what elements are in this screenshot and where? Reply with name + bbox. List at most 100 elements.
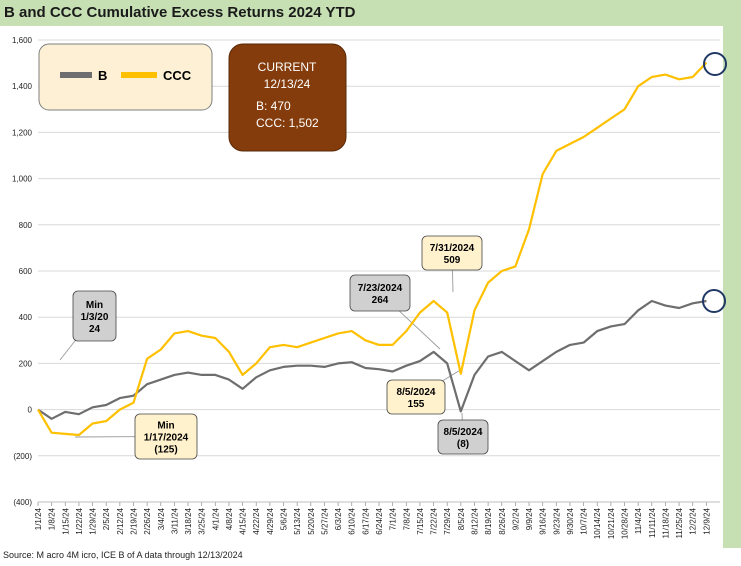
x-tick-label: 8/26/24 (498, 507, 507, 534)
current-b-value: B: 470 (256, 99, 291, 113)
x-tick-label: 2/12/24 (116, 507, 125, 534)
x-tick-label: 3/25/24 (198, 507, 207, 534)
x-tick-label: 11/11/24 (648, 507, 657, 538)
y-axis: (400) (200) 0 200 400 600 800 1,000 1,200 1,400 1,… (12, 36, 33, 507)
annotation-text-b-0723: 7/23/2024 (358, 283, 403, 294)
x-tick-label: 1/15/24 (61, 507, 70, 534)
x-tick-label: 10/21/24 (607, 507, 616, 539)
annotation-text-min-ccc: Min (157, 421, 174, 432)
annotation-text-min-b: Min (86, 300, 103, 311)
x-tick-label: 5/13/24 (293, 507, 302, 534)
series-line-b (37, 299, 707, 420)
annotation-box-min-ccc (134, 413, 198, 460)
x-tick-label: 5/6/24 (280, 507, 289, 530)
current-label: CURRENT (258, 60, 317, 74)
x-tick-label: 4/8/24 (225, 507, 234, 530)
annotation-text-min-b: 24 (89, 324, 101, 335)
y-tick-label: 1,400 (12, 82, 33, 91)
annotation-text-min-b: 1/3/20 (81, 312, 109, 323)
x-tick-label: 4/15/24 (239, 507, 248, 534)
x-tick-label: 12/9/24 (702, 507, 711, 534)
x-tick-label: 4/22/24 (252, 507, 261, 534)
current-box-bg (228, 43, 347, 152)
annotation-text-b-0723: 264 (372, 295, 389, 306)
x-tick-label: 1/29/24 (89, 507, 98, 534)
x-tick-label: 2/5/24 (102, 507, 111, 530)
x-tick-label: 6/17/24 (361, 507, 370, 534)
gridlines (38, 39, 720, 503)
y-tick-label: 0 (28, 406, 33, 415)
annotation-text-min-ccc: 1/17/2024 (144, 433, 189, 444)
ccc-end-circle (703, 52, 727, 76)
x-tick-label: 8/12/24 (470, 507, 479, 534)
current-box: CURRENT 12/13/24 B: 470 CCC: 1,502 (228, 43, 347, 152)
x-tick-label: 8/5/24 (457, 507, 466, 530)
y-tick-label: 800 (19, 221, 33, 230)
x-tick-label: 9/2/24 (511, 507, 520, 530)
y-tick-label: 1,000 (12, 175, 33, 184)
annotation-callouts: Min1/3/2024Min1/17/2024(125)7/23/2024264… (72, 235, 489, 460)
x-tick-label: 9/9/24 (525, 507, 534, 530)
annotation-text-ccc-0731: 509 (444, 255, 461, 266)
x-tick-label: 1/8/24 (48, 507, 57, 530)
x-tick-label: 7/1/24 (389, 507, 398, 530)
title-bar: B and CCC Cumulative Excess Returns 2024… (0, 0, 741, 26)
y-tick-label: (200) (13, 452, 32, 461)
b-end-circle (702, 289, 726, 313)
annotation-box-ccc-0805 (386, 379, 446, 415)
x-tick-label: 7/8/24 (402, 507, 411, 530)
legend-label-ccc: CCC (163, 68, 192, 83)
x-tick-label: 5/20/24 (307, 507, 316, 534)
x-tick-label: 2/19/24 (129, 507, 138, 534)
series-line-ccc (37, 61, 708, 437)
legend-label-b: B (98, 68, 107, 83)
x-tick-label: 10/14/24 (593, 507, 602, 539)
y-tick-label: 600 (19, 267, 33, 276)
y-tick-label: 200 (19, 359, 33, 368)
legend: B CCC (38, 43, 213, 111)
right-green-bar (723, 26, 741, 548)
x-tick-label: 6/3/24 (334, 507, 343, 530)
x-tick-label: 3/11/24 (170, 507, 179, 534)
annotation-text-b-0805: 8/5/2024 (444, 427, 483, 438)
x-tick-label: 6/24/24 (375, 507, 384, 534)
x-tick-label: 4/1/24 (211, 507, 220, 530)
x-tick-label: 7/15/24 (416, 507, 425, 534)
x-tick-label: 12/2/24 (689, 507, 698, 534)
x-tick-label: 9/23/24 (552, 507, 561, 534)
y-tick-label: 1,200 (12, 128, 33, 137)
annotation-box-min-b (72, 290, 117, 342)
annotation-box-b-0805 (437, 419, 489, 455)
x-tick-label: 1/22/24 (75, 507, 84, 534)
x-tick-label: 8/19/24 (484, 507, 493, 534)
x-tick-label: 11/25/24 (675, 507, 684, 538)
y-tick-label: 1,600 (12, 36, 33, 45)
x-tick-label: 5/27/24 (320, 507, 329, 534)
chart-title: B and CCC Cumulative Excess Returns 2024… (4, 4, 356, 21)
x-tick-label: 7/22/24 (430, 507, 439, 534)
y-tick-label: 400 (19, 313, 33, 322)
x-tick-label: 9/30/24 (566, 507, 575, 534)
x-tick-label: 3/4/24 (157, 507, 166, 530)
annotation-box-b-0723 (349, 274, 411, 312)
annotation-text-b-0805: (8) (457, 439, 469, 450)
series-lines (37, 61, 708, 437)
x-tick-label: 2/26/24 (143, 507, 152, 534)
annotation-text-min-ccc: (125) (154, 445, 177, 456)
annotation-text-ccc-0731: 7/31/2024 (430, 243, 475, 254)
annotation-text-ccc-0805: 8/5/2024 (397, 387, 436, 398)
source-note: Source: M acro 4M icro, ICE B of A data … (3, 550, 243, 560)
x-axis: 1/1/24 1/8/24 1/15/24 1/22/24 1/29/24 2/5/24 2… (34, 501, 720, 539)
x-tick-label: 7/29/24 (443, 507, 452, 534)
x-tick-label: 11/18/24 (661, 507, 670, 538)
current-ccc-value: CCC: 1,502 (256, 116, 319, 130)
annotation-text-ccc-0805: 155 (408, 399, 425, 410)
x-tick-label: 10/28/24 (621, 507, 630, 539)
x-tick-label: 1/1/24 (34, 507, 43, 530)
annotation-box-ccc-0731 (421, 235, 483, 271)
y-tick-label: (400) (13, 498, 32, 507)
x-tick-label: 4/29/24 (266, 507, 275, 534)
x-tick-label: 10/7/24 (580, 507, 589, 534)
